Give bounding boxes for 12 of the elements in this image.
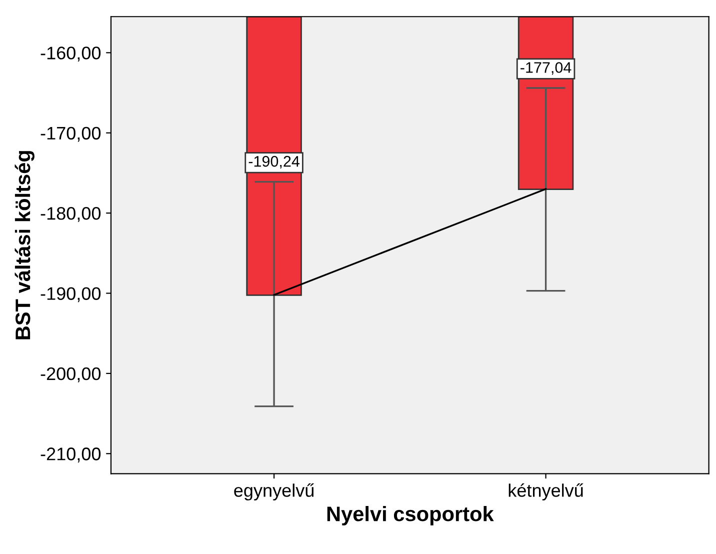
y-tick-label: -170,00 [40,126,101,142]
y-tick-label: -200,00 [40,367,101,382]
y-tick-label: -210,00 [40,448,101,462]
x-axis-title: Nyelvi csoportok [327,506,494,526]
y-tick-label: -180,00 [40,207,101,222]
x-tick-label: egynyelvű [234,483,314,500]
data-label: -177,04 [520,62,572,75]
data-label: -190,24 [248,156,300,169]
x-tick-label: kétnyelvű [508,483,584,500]
y-tick-label: -190,00 [40,287,101,302]
y-tick-label: -160,00 [40,46,101,62]
y-axis-title: BST váltási költség [14,151,34,340]
